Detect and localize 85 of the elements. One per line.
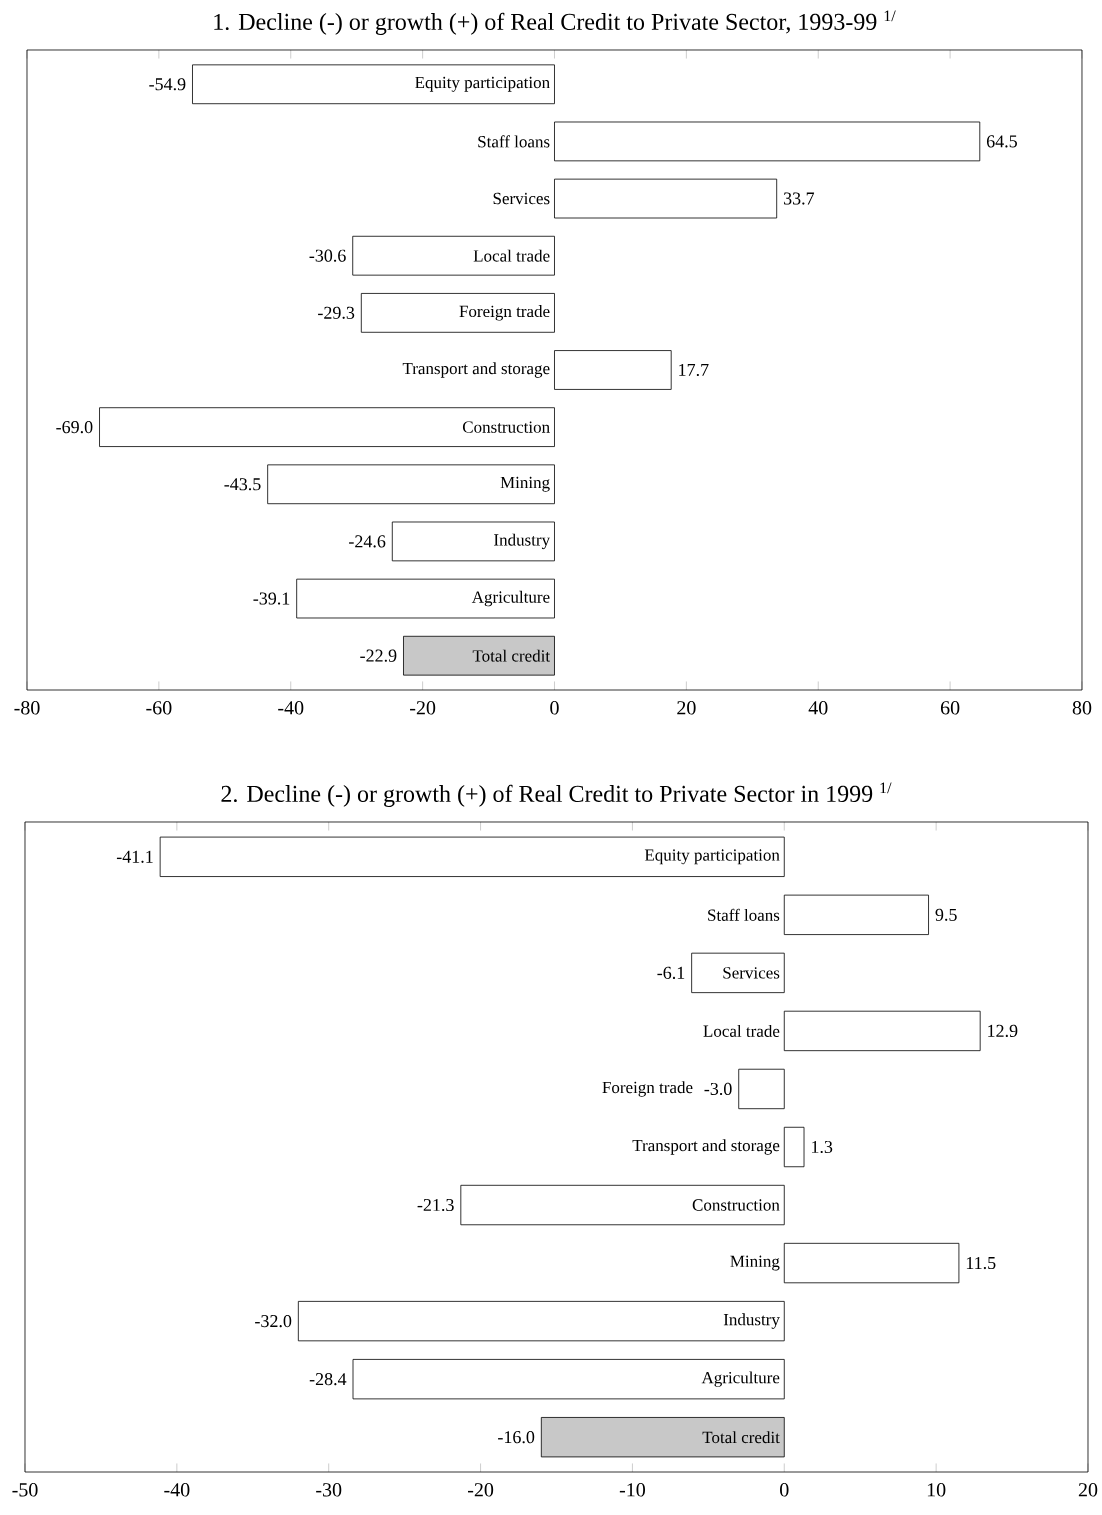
data-label: -43.5 <box>224 478 261 491</box>
bar <box>352 235 555 276</box>
bar <box>403 635 555 676</box>
x-tick-label: -40 <box>278 701 304 715</box>
bar <box>159 836 785 877</box>
data-label: -41.1 <box>116 850 153 863</box>
x-tick-label: 20 <box>677 701 696 715</box>
chart-title: 2. Decline (-) or growth (+) of Real Credit to Private Sector in 1999 $^{1/}$ <box>221 782 892 807</box>
bar <box>267 464 555 505</box>
category-label: Agriculture <box>701 1371 780 1387</box>
data-label: -39.1 <box>253 592 290 605</box>
data-label: 33.7 <box>783 192 815 205</box>
bar <box>691 952 785 994</box>
category-label: Staff loans <box>478 135 550 148</box>
bar <box>783 1126 805 1168</box>
category-label: Local trade <box>703 1024 780 1037</box>
category-label: Total credit <box>472 649 550 662</box>
category-label: Total credit <box>702 1431 780 1444</box>
x-tick-label: 0 <box>780 1483 789 1497</box>
category-label: Industry <box>494 533 551 550</box>
data-label: -6.1 <box>657 966 685 979</box>
x-tick-label: -40 <box>164 1483 190 1497</box>
category-label: Construction <box>692 1199 780 1211</box>
bar <box>297 1300 785 1342</box>
category-label: Mining <box>730 1255 780 1271</box>
data-label: 9.5 <box>935 908 957 921</box>
data-label: -3.0 <box>704 1082 732 1096</box>
bar <box>192 64 555 105</box>
category-label: Services <box>493 192 550 205</box>
data-label: 12.9 <box>988 1024 1018 1037</box>
data-label: 17.7 <box>679 363 709 377</box>
x-tick-label: 60 <box>940 701 960 715</box>
bar <box>360 293 555 333</box>
x-tick-label: -10 <box>619 1483 646 1497</box>
category-label: Agriculture <box>471 590 550 607</box>
chart-title: 1. Decline (-) or growth (+) of Real Credit to Private Sector, 1993-99 $^{1/}$ <box>214 10 896 35</box>
bar <box>783 894 929 935</box>
data-label: -32.0 <box>255 1314 292 1328</box>
category-label: Local trade <box>473 249 550 262</box>
category-label: Transport and storage <box>402 362 550 378</box>
data-label: -69.0 <box>56 421 93 434</box>
category-label: Foreign trade <box>602 1081 693 1097</box>
bar <box>99 407 555 447</box>
x-tick-label: 0 <box>550 701 559 715</box>
data-label: 11.5 <box>966 1256 996 1270</box>
data-label: -22.9 <box>360 649 397 662</box>
bar <box>554 350 672 390</box>
x-tick-label: -50 <box>12 1483 38 1497</box>
data-label: -16.0 <box>498 1431 535 1444</box>
x-tick-label: -20 <box>467 1483 494 1497</box>
category-label: Transport and storage <box>632 1139 780 1155</box>
bar <box>783 1010 981 1052</box>
category-label: Construction <box>462 421 550 433</box>
bar <box>738 1068 785 1110</box>
category-label: Industry <box>723 1313 780 1329</box>
data-label: -30.6 <box>309 249 346 262</box>
data-label: -21.3 <box>417 1198 454 1212</box>
x-tick-label: -30 <box>316 1483 342 1497</box>
data-label: -54.9 <box>149 78 186 91</box>
category-label: Equity participation <box>415 76 550 92</box>
data-label: -24.6 <box>349 535 386 548</box>
bar <box>540 1417 785 1458</box>
x-tick-label: 80 <box>1072 701 1092 715</box>
category-label: Mining <box>500 476 550 492</box>
bar <box>554 178 778 219</box>
bar <box>554 121 981 162</box>
category-label: Equity participation <box>644 849 780 865</box>
data-label: 1.3 <box>811 1140 833 1154</box>
x-tick-label: -20 <box>410 701 436 715</box>
bar <box>783 1242 960 1284</box>
data-label: -29.3 <box>318 306 355 319</box>
category-label: Staff loans <box>708 908 780 921</box>
x-tick-label: -80 <box>14 701 40 715</box>
category-label: Services <box>723 967 780 979</box>
x-tick-label: 10 <box>927 1483 946 1497</box>
bar <box>391 521 555 562</box>
category-label: Foreign trade <box>459 305 550 321</box>
bar <box>296 578 555 619</box>
x-tick-label: -60 <box>146 701 172 715</box>
data-label: -28.4 <box>309 1373 347 1386</box>
x-tick-label: 40 <box>808 701 828 715</box>
bar <box>460 1184 785 1226</box>
data-label: 64.5 <box>986 135 1017 148</box>
x-tick-label: 20 <box>1078 1483 1098 1497</box>
bar <box>352 1359 785 1400</box>
